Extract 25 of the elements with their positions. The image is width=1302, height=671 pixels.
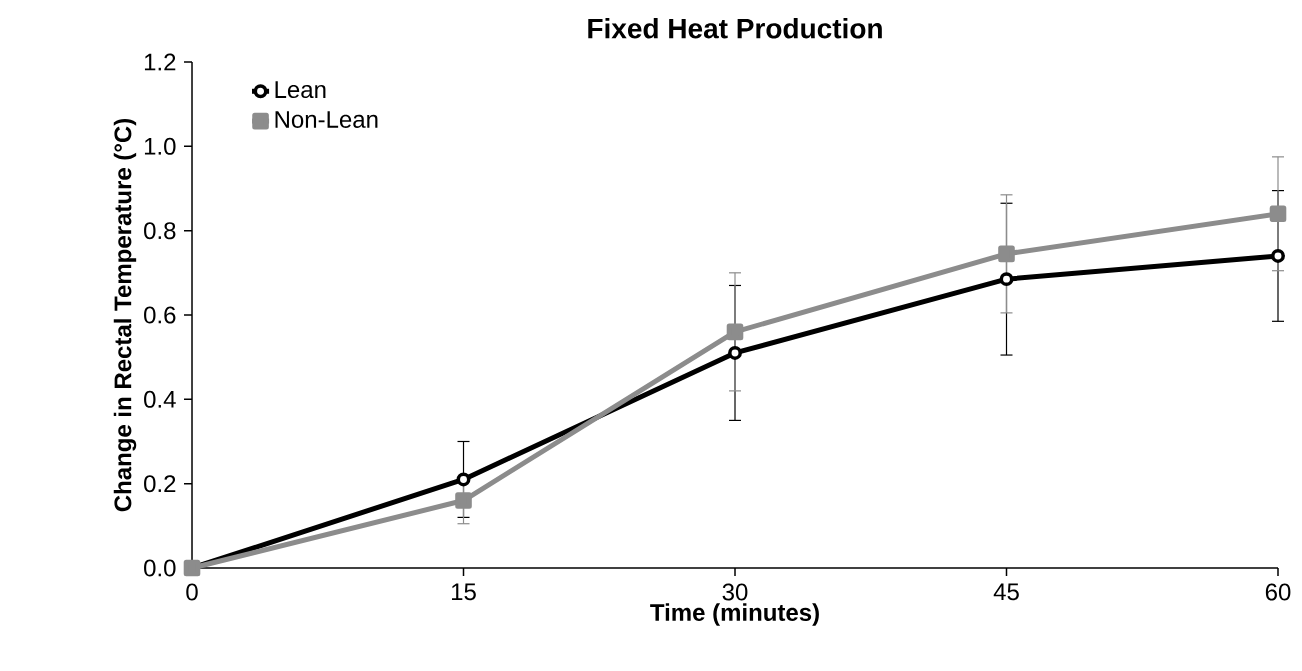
y-tick-label: 0.6: [144, 306, 176, 324]
y-tick-label: 0.8: [144, 222, 176, 240]
x-tick-label: 45: [993, 583, 1019, 601]
point: [999, 272, 1014, 287]
point: [728, 345, 742, 360]
point: [1271, 249, 1285, 263]
point: [726, 323, 744, 341]
y-tick-label: 0.4: [144, 390, 176, 408]
x-tick-label: 60: [1265, 583, 1291, 601]
chart-title: Fixed Heat Production: [588, 17, 882, 39]
y-tick-label: 0.0: [144, 559, 176, 577]
x-axis-title: Time (minutes): [650, 603, 819, 626]
y-tick-label: 1.0: [144, 137, 176, 155]
x-tick-label: 15: [451, 583, 476, 601]
point: [455, 492, 472, 509]
x-tick-label: 30: [722, 583, 748, 601]
point: [998, 245, 1015, 263]
point: [1269, 205, 1287, 223]
x-tick-label: 0: [186, 583, 198, 601]
point: [456, 472, 471, 487]
legend-label: Lean: [275, 81, 326, 99]
y-tick-label: 1.2: [144, 53, 176, 71]
legend-label: Non-Lean: [275, 111, 378, 128]
y-tick-label: 0.2: [144, 475, 176, 493]
y-axis-title: Change in Rectal Temperature (°C): [113, 118, 137, 512]
